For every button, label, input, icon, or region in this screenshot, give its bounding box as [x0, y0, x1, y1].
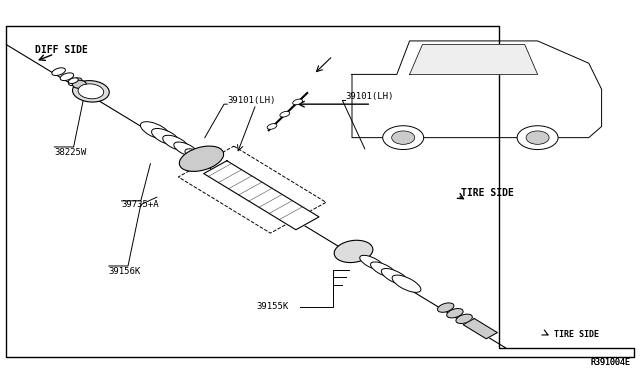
Text: 38225W: 38225W: [54, 148, 86, 157]
Ellipse shape: [68, 78, 78, 83]
Ellipse shape: [334, 240, 373, 263]
Ellipse shape: [174, 142, 198, 156]
Ellipse shape: [78, 84, 104, 99]
Ellipse shape: [438, 303, 454, 312]
Text: R391004E: R391004E: [590, 358, 630, 367]
Text: 39101(LH): 39101(LH): [227, 96, 276, 105]
Text: DIFF SIDE: DIFF SIDE: [35, 45, 88, 55]
Circle shape: [383, 126, 424, 150]
Ellipse shape: [360, 255, 384, 270]
Text: TIRE SIDE: TIRE SIDE: [554, 330, 598, 339]
Ellipse shape: [179, 146, 223, 171]
Ellipse shape: [447, 308, 463, 318]
Ellipse shape: [381, 269, 409, 285]
Ellipse shape: [60, 73, 74, 81]
Text: 39101(LH): 39101(LH): [346, 92, 394, 101]
Ellipse shape: [185, 149, 207, 162]
Polygon shape: [204, 161, 319, 230]
Text: R391004E: R391004E: [590, 358, 630, 367]
Ellipse shape: [292, 99, 303, 105]
Ellipse shape: [267, 124, 277, 129]
Circle shape: [392, 131, 415, 144]
Polygon shape: [410, 45, 538, 74]
Ellipse shape: [163, 135, 189, 151]
Ellipse shape: [152, 128, 179, 145]
Circle shape: [526, 131, 549, 144]
Text: TIRE SIDE: TIRE SIDE: [461, 189, 514, 198]
Ellipse shape: [280, 111, 290, 117]
Ellipse shape: [371, 262, 396, 278]
Ellipse shape: [72, 81, 109, 102]
Ellipse shape: [68, 78, 82, 86]
Ellipse shape: [140, 122, 170, 140]
Ellipse shape: [52, 68, 65, 76]
Ellipse shape: [72, 80, 86, 89]
Text: 39156K: 39156K: [109, 267, 141, 276]
Circle shape: [517, 126, 558, 150]
Ellipse shape: [392, 275, 421, 292]
Text: 39735+A: 39735+A: [122, 200, 159, 209]
Polygon shape: [463, 318, 497, 339]
Ellipse shape: [456, 314, 472, 324]
Text: 39155K: 39155K: [256, 302, 288, 311]
